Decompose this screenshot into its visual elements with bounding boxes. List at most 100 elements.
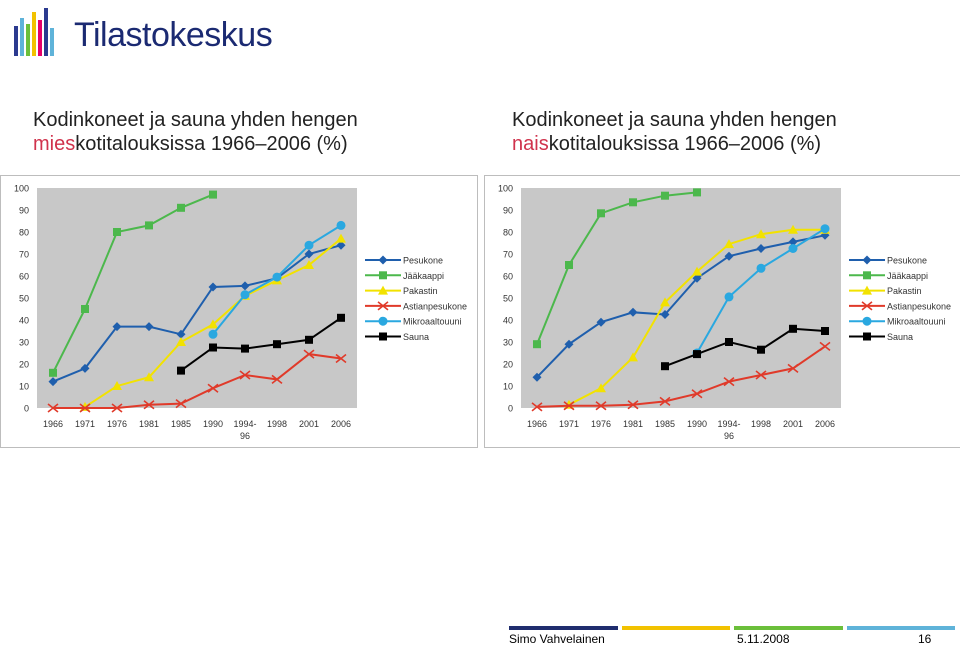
data-point: [692, 266, 702, 276]
data-point: [693, 350, 701, 359]
series-line: [52, 193, 214, 374]
data-point: [756, 244, 766, 253]
data-point: [660, 297, 670, 307]
brand-logo: Tilastokeskus: [12, 4, 273, 60]
legend-label: Jääkaappi: [403, 271, 444, 281]
x-tick-label: 1981: [139, 419, 159, 429]
data-point: [143, 400, 155, 410]
y-tick-label: 50: [503, 294, 513, 304]
data-point: [787, 363, 799, 374]
data-point: [596, 317, 606, 327]
data-point: [337, 313, 345, 322]
footer-date: 5.11.2008: [737, 632, 790, 646]
data-point: [335, 353, 347, 364]
data-point: [336, 220, 346, 230]
x-tick-label: 2006: [331, 419, 351, 429]
data-point: [820, 224, 830, 234]
data-point: [336, 233, 346, 243]
legend-key-marker: [379, 332, 387, 341]
footer-page-number: 16: [918, 632, 932, 646]
series-line: [536, 345, 826, 408]
legend-key-marker: [377, 301, 389, 311]
x-tick-label: 1998: [267, 419, 287, 429]
data-point: [565, 261, 573, 269]
data-point: [208, 329, 218, 339]
legend-label: Mikroaaltouuni: [403, 317, 462, 327]
y-tick-label: 10: [19, 382, 29, 392]
right-title-line1: Kodinkoneet ja sauna yhden hengen: [512, 109, 837, 131]
data-point: [111, 403, 123, 413]
y-tick-label: 100: [498, 184, 513, 194]
y-tick-label: 30: [503, 338, 513, 348]
data-point: [209, 343, 217, 352]
series-jääkaappi: [49, 190, 217, 377]
data-point: [595, 401, 607, 411]
data-point: [304, 249, 314, 259]
data-point: [145, 221, 153, 230]
left-title-highlight: mies: [33, 133, 76, 155]
data-point: [336, 240, 346, 250]
data-point: [596, 383, 606, 393]
footer-author: Simo Vahvelainen: [509, 632, 605, 646]
footer-bar-1: [621, 626, 730, 630]
series-line: [180, 316, 342, 372]
y-tick-label: 50: [19, 294, 29, 304]
legend-label: Pakastin: [403, 286, 438, 296]
left-title-rest: kotitalouksissa 1966–2006 (%): [75, 133, 348, 155]
y-tick-label: 10: [503, 382, 513, 392]
data-point: [533, 340, 541, 349]
legend-key-marker: [378, 316, 388, 326]
data-point: [788, 224, 798, 234]
legend: Pesukone Jääkaappi Pakastin Astianpesukone M…: [365, 255, 467, 342]
series-mikroaaltouuni: [208, 220, 346, 339]
footer-bar-3: [846, 626, 955, 630]
legend-label: Jääkaappi: [887, 271, 928, 281]
right-chart: 0 10 20 30 40 50 60 70 80 90 100 1966 1971 1976 1981 19…: [484, 175, 960, 448]
y-tick-label: 60: [19, 272, 29, 282]
legend-key-marker: [378, 285, 388, 295]
data-point: [144, 322, 154, 332]
data-point: [724, 292, 734, 302]
x-tick-label: 96: [240, 431, 250, 441]
data-point: [789, 324, 797, 333]
x-tick-label: 1998: [751, 419, 771, 429]
series-astianpesukone: [47, 349, 347, 413]
y-tick-label: 80: [503, 228, 513, 238]
data-point: [691, 389, 703, 399]
data-point: [47, 403, 59, 413]
data-point: [304, 240, 314, 250]
data-point: [756, 263, 766, 273]
data-point: [692, 273, 702, 283]
data-point: [239, 370, 251, 380]
data-point: [629, 198, 637, 207]
x-tick-label: 96: [724, 431, 734, 441]
legend-label: Astianpesukone: [403, 301, 467, 311]
data-point: [725, 338, 733, 346]
footer-color-bars: [509, 626, 955, 630]
legend-key-marker: [379, 271, 387, 280]
data-point: [661, 362, 669, 371]
data-point: [48, 377, 58, 387]
x-tick-label: 1985: [655, 419, 675, 429]
data-point: [112, 381, 122, 390]
legend-key-marker: [862, 285, 872, 295]
legend-key-marker: [861, 301, 873, 311]
left-title-line1: Kodinkoneet ja sauna yhden hengen: [33, 109, 358, 131]
data-point: [723, 376, 735, 387]
brand-name: Tilastokeskus: [74, 16, 273, 54]
data-point: [788, 244, 798, 253]
x-tick-label: 1994-: [717, 419, 740, 429]
legend-key-marker: [378, 255, 388, 265]
y-tick-label: 0: [508, 404, 513, 414]
data-point: [273, 340, 281, 349]
series-sauna: [177, 313, 345, 375]
right-title-rest: kotitalouksissa 1966–2006 (%): [548, 133, 822, 155]
data-point: [81, 305, 89, 313]
series-astianpesukone: [531, 341, 831, 412]
data-point: [819, 341, 831, 352]
plot-area: [37, 188, 357, 408]
data-point: [177, 203, 185, 212]
data-point: [564, 339, 574, 349]
data-point: [207, 383, 219, 393]
left-chart-svg: 0 10 20 30 40 50 60 70 80 90 100 1966 1971 1976 1981 19…: [14, 184, 467, 442]
